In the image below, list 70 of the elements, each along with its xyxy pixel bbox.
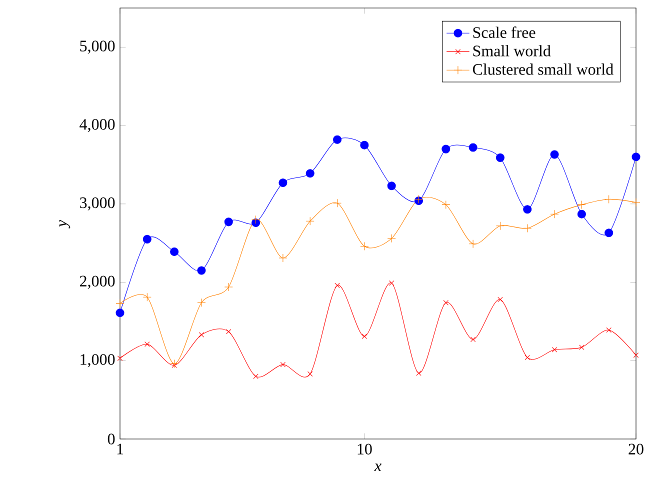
point [253,374,258,379]
point [144,342,150,347]
point [442,144,450,154]
y-axis-title: y [59,220,70,228]
point [577,200,586,209]
point [632,198,640,207]
point [332,198,342,208]
point [142,292,152,302]
point [224,218,233,226]
point [550,210,559,218]
point [443,300,449,306]
point [360,242,369,250]
legend-label: Small world [473,45,551,56]
point [604,228,614,238]
point [468,143,478,152]
point [496,222,504,230]
point [633,352,639,358]
point [226,329,232,334]
point [307,371,313,377]
point [360,140,369,150]
point [278,254,288,262]
y-tick-label: 3,000 [80,197,115,210]
point [332,135,342,144]
point [334,282,340,288]
x-axis-title: x [374,464,382,472]
point [606,327,612,333]
point [170,247,179,256]
point [306,216,314,226]
point [116,308,124,318]
legend-label: Scale free [473,26,536,38]
point [306,169,314,178]
point [550,150,559,159]
x-tick-label: 20 [628,444,644,454]
x-tick-label: 1 [117,444,124,454]
x-tick-label: 10 [358,444,372,454]
point [197,298,206,307]
y-tick-label: 2,000 [80,276,115,289]
y-tick-label: 0 [108,434,115,444]
point [387,234,396,243]
point [197,266,206,275]
point [498,296,503,302]
point [280,362,286,368]
point [116,299,124,308]
point [387,182,396,190]
legend-label: Clustered small world [472,64,614,75]
point [468,240,478,248]
y-tick-label: 5,000 [80,40,115,54]
point [172,362,177,368]
point [496,153,504,162]
point [523,224,532,232]
point [632,152,640,162]
point [579,344,584,350]
point [117,356,123,361]
point [524,354,530,360]
point [577,210,586,218]
point [198,332,204,338]
point [523,205,532,214]
point [252,215,260,224]
point [278,178,288,188]
point [362,334,368,339]
point [388,280,394,286]
point [416,370,422,376]
point [224,282,233,292]
point [442,200,450,209]
y-tick-label: 4,000 [80,118,115,132]
point [170,360,179,368]
point [470,336,476,342]
y-tick-label: 1,000 [80,354,115,368]
point [552,347,558,352]
point [142,234,152,244]
